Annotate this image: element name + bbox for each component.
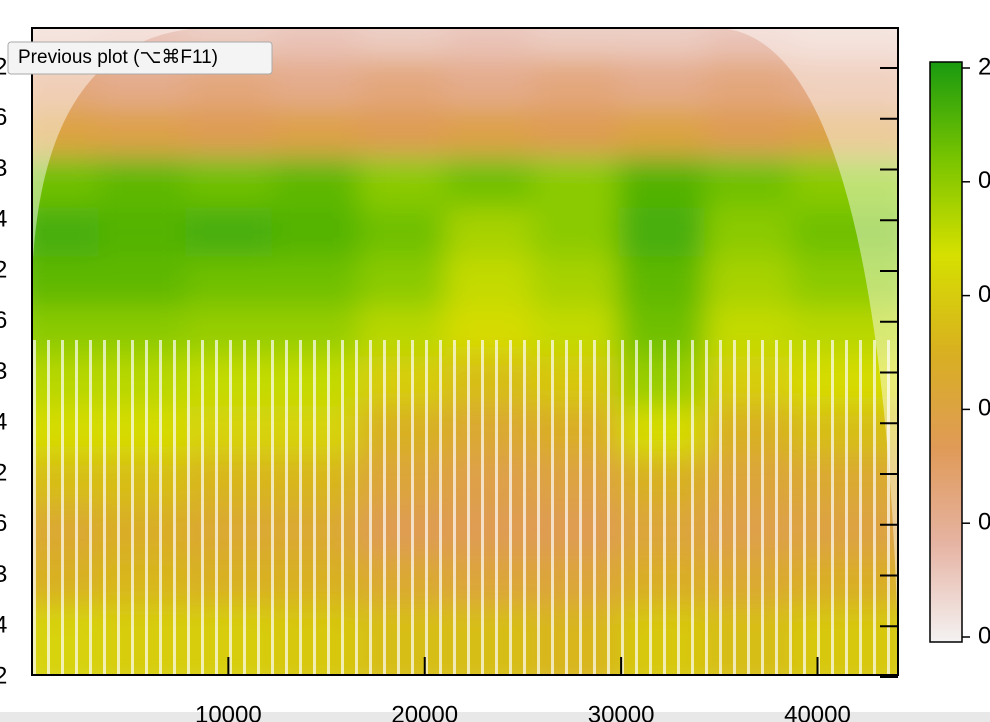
y-tick-label: 2 xyxy=(0,662,7,689)
colorbar-label: 0 xyxy=(978,281,990,308)
heatmap xyxy=(32,28,898,675)
contour-stripes xyxy=(32,340,898,675)
colorbar-label: 2 xyxy=(978,53,990,80)
x-tick-label: 20000 xyxy=(391,701,458,722)
y-tick-label: 2 xyxy=(0,53,7,80)
y-tick-label: 4 xyxy=(0,612,7,639)
tooltip-box xyxy=(7,41,273,75)
x-tick-label: 30000 xyxy=(588,701,655,722)
x-tick-label: 10000 xyxy=(195,701,262,722)
colorbar-label: 0 xyxy=(978,622,990,649)
y-tick-label: 2 xyxy=(0,459,7,486)
colorbar xyxy=(929,61,963,643)
tooltip[interactable]: Previous plot (⌥⌘F11) xyxy=(7,41,273,75)
colorbar-label: 0 xyxy=(978,395,990,422)
y-tick-label: 2 xyxy=(0,256,7,283)
y-tick-label: 3 xyxy=(0,561,7,588)
y-tick-label: 4 xyxy=(0,206,7,233)
tooltip-text: Previous plot (⌥⌘F11) xyxy=(18,47,218,68)
window-edge xyxy=(0,712,990,722)
y-tick-label: 3 xyxy=(0,358,7,385)
y-tick-label: 3 xyxy=(0,155,7,182)
colorbar-label: 0 xyxy=(978,509,990,536)
y-tick-label: 4 xyxy=(0,409,7,436)
y-tick-label: 6 xyxy=(0,104,7,131)
cone-of-influence xyxy=(32,28,898,640)
y-tick-label: 6 xyxy=(0,307,7,334)
plot-frame xyxy=(31,27,899,676)
y-tick-label: 6 xyxy=(0,510,7,537)
colorbar-label: 0 xyxy=(978,167,990,194)
x-tick-label: 40000 xyxy=(784,701,851,722)
